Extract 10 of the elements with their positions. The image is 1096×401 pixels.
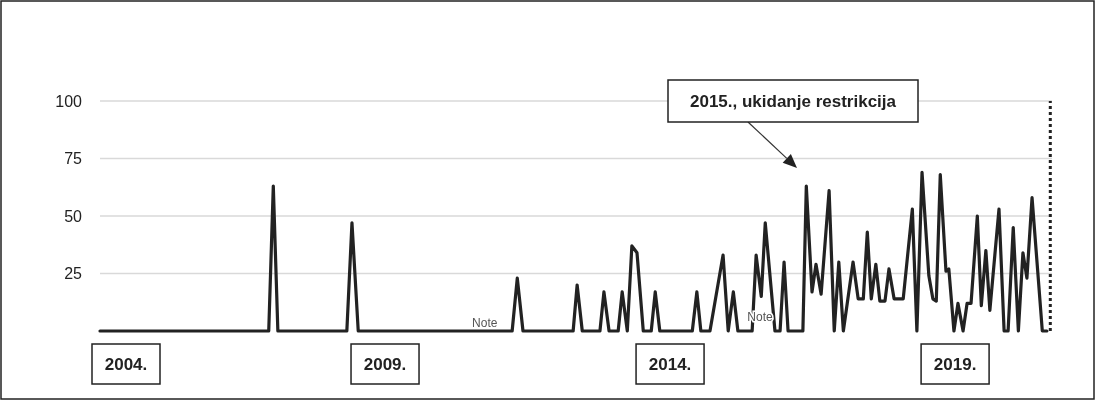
annotation: 2015., ukidanje restrikcija	[689, 91, 897, 111]
y-tick-label: 25	[64, 265, 83, 283]
x-tick-label: 2019.	[933, 354, 977, 374]
x-tick-label: 2014.	[648, 354, 692, 374]
annotation: Note	[472, 316, 498, 330]
x-tick-label: 2004.	[104, 354, 148, 374]
x-tick-label: 2009.	[363, 354, 407, 374]
y-tick-label: 50	[64, 207, 83, 225]
y-tick-label: 100	[55, 92, 83, 110]
y-tick-label: 75	[64, 150, 83, 168]
